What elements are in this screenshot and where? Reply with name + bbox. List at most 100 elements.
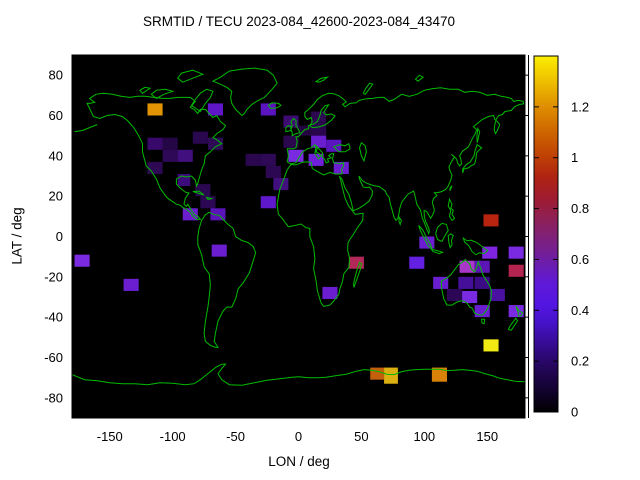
heatmap-cell (409, 256, 425, 269)
heatmap-cell (446, 288, 463, 302)
heatmap-cell (123, 278, 139, 291)
plot-border (71, 54, 526, 419)
heatmap-cell (508, 246, 524, 259)
heatmap-cell (177, 173, 191, 187)
heatmap-cell (162, 149, 178, 162)
heatmap-cell (147, 137, 163, 150)
coastline-greenland (211, 67, 278, 117)
chart-title: SRMTID / TECU 2023-084_42600-2023-084_43… (143, 14, 455, 29)
coastline-aleutians (74, 124, 98, 133)
y-tick-label: 60 (49, 108, 63, 123)
coastline-australia (440, 259, 492, 316)
heatmap-cell (265, 165, 281, 179)
heatmap-cell (211, 244, 227, 257)
x-tick-label: 50 (354, 429, 368, 444)
coastline-layer (72, 67, 525, 386)
y-tick-label: -60 (44, 350, 63, 365)
x-tick-label: 100 (413, 429, 435, 444)
coastline-japan (462, 143, 483, 174)
heatmap-cell (147, 103, 163, 116)
heatmap-cell (162, 137, 178, 150)
coastline-novaya-zemlya (362, 82, 374, 95)
coastline-black-sea (332, 142, 351, 153)
coastline-sakhalin (476, 127, 481, 143)
coastline-banks-island (139, 86, 152, 94)
heatmap-cell (508, 264, 524, 277)
coastline-victoria-island (150, 88, 175, 99)
heatmap-cell (273, 178, 289, 191)
colorbar-tick-label: 0.6 (571, 252, 589, 267)
y-tick-label: -20 (44, 269, 63, 284)
coastline-java (430, 248, 445, 255)
heatmap-cell (370, 367, 385, 380)
colorbar (533, 55, 559, 413)
heatmap-cell (348, 256, 364, 269)
heatmap-cell (207, 103, 223, 116)
coastline-ellesmere-island (177, 69, 205, 83)
heatmap-cell (474, 305, 490, 318)
coastline-ireland (285, 125, 292, 133)
x-tick-label: -100 (160, 429, 186, 444)
coastline-south-america (197, 211, 257, 348)
coastline-sumatra (418, 225, 433, 250)
heatmap-cell (384, 367, 398, 384)
heatmap-cell (192, 131, 208, 144)
coastline-hispaniola (205, 196, 214, 201)
x-tick-label: -150 (97, 429, 123, 444)
x-axis-title: LON / deg (268, 454, 330, 469)
coastline-new-guinea (462, 236, 489, 256)
coastline-tasmania (481, 318, 486, 325)
coastline-cuba (192, 190, 205, 196)
heatmap-cell (207, 137, 223, 150)
heatmap-cell (260, 103, 276, 116)
heatmap-cell (311, 123, 327, 136)
heatmap-cell (177, 149, 193, 162)
heatmap-cell (298, 125, 312, 136)
y-tick-label: 40 (49, 148, 63, 163)
y-tick-label: 0 (56, 229, 63, 244)
coastline-antarctica (72, 363, 525, 386)
colorbar-tick-label: 1 (571, 150, 578, 165)
coastline-severnaya-zemlya (414, 74, 425, 82)
colorbar-tick-label: 0.2 (571, 354, 589, 369)
x-tick-label: 0 (295, 429, 302, 444)
heatmap-cell (260, 196, 276, 209)
heatmap-cell (74, 254, 90, 267)
coastline-new-zealand-south (507, 317, 519, 331)
coastline-madagascar (353, 261, 362, 288)
y-tick-label: -80 (44, 390, 63, 405)
heatmap-cell (508, 305, 524, 318)
heatmap-cell (333, 161, 349, 174)
colorbar-tick-label: 0.8 (571, 201, 589, 216)
y-tick-label: 80 (49, 68, 63, 83)
heatmap-cell (483, 214, 499, 227)
x-tick-label: -50 (226, 429, 245, 444)
heatmap-cell (322, 286, 338, 300)
heatmap-cell (459, 260, 475, 273)
heatmap-cell (326, 139, 342, 152)
heatmap-cell (474, 260, 490, 273)
heatmap-cell (288, 149, 304, 162)
heatmap-cell (283, 135, 299, 148)
coastline-borneo (435, 222, 449, 243)
coastline-north-america (86, 92, 227, 220)
coastline-sulawesi (447, 233, 454, 249)
coastline-taiwan (449, 185, 453, 192)
heatmap-cell (200, 196, 216, 209)
y-tick-label: -40 (44, 310, 63, 325)
coastline-sri-lanka (398, 215, 402, 226)
coastline-iceland (267, 102, 282, 109)
heatmap-cell (458, 276, 474, 289)
coastline-caspian-sea (358, 141, 367, 163)
heatmap-cell (483, 339, 499, 352)
coastline-svalbard (314, 76, 330, 83)
coastline-philippines (447, 197, 456, 222)
heatmap-cell (245, 153, 261, 166)
colorbar-tick-label: 0 (571, 405, 578, 420)
heatmap-cell (462, 290, 478, 304)
colorbar-tick-label: 0.4 (571, 303, 589, 318)
heatmap-cell (260, 153, 276, 166)
plot-background (72, 55, 525, 418)
heatmap-cell (147, 161, 163, 174)
